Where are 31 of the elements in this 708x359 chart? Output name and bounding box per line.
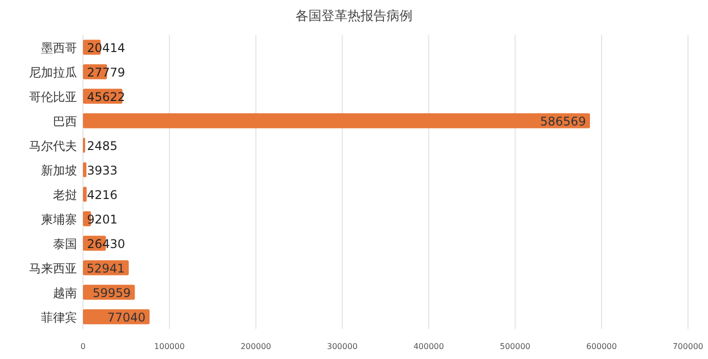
data-label: 77040	[107, 310, 146, 324]
y-tick-label: 墨西哥	[41, 40, 77, 55]
data-label: 586569	[540, 114, 586, 128]
bar	[83, 113, 590, 128]
x-tick-label: 100000	[154, 342, 185, 351]
y-tick-label: 越南	[53, 286, 77, 300]
data-label: 2485	[87, 138, 118, 153]
y-tick-label: 尼加拉瓜	[29, 65, 77, 80]
x-tick-label: 0	[80, 342, 86, 351]
x-tick-label: 700000	[672, 342, 704, 351]
chart-title: 各国登革热报告病例	[296, 9, 412, 24]
y-tick-label: 新加坡	[41, 163, 77, 178]
y-tick-label: 菲律宾	[41, 310, 77, 324]
x-tick-label: 200000	[240, 342, 272, 351]
data-label: 4216	[87, 188, 118, 202]
data-label: 52941	[86, 261, 125, 276]
y-tick-label: 马尔代夫	[29, 138, 77, 153]
y-tick-label: 泰国	[53, 236, 77, 251]
x-tick-label: 400000	[413, 342, 444, 351]
x-tick-label: 300000	[327, 342, 358, 351]
data-label: 59959	[92, 286, 131, 300]
y-tick-label: 柬埔寨	[41, 212, 77, 226]
y-tick-label: 老挝	[53, 188, 77, 202]
data-label: 3933	[87, 163, 118, 178]
y-tick-label: 巴西	[53, 114, 77, 128]
y-tick-label: 马来西亚	[29, 261, 77, 276]
bar	[83, 186, 87, 202]
x-tick-label: 500000	[500, 342, 530, 351]
x-tick-label: 600000	[586, 342, 617, 351]
bar	[83, 162, 86, 178]
y-tick-label: 哥伦比亚	[29, 90, 77, 104]
